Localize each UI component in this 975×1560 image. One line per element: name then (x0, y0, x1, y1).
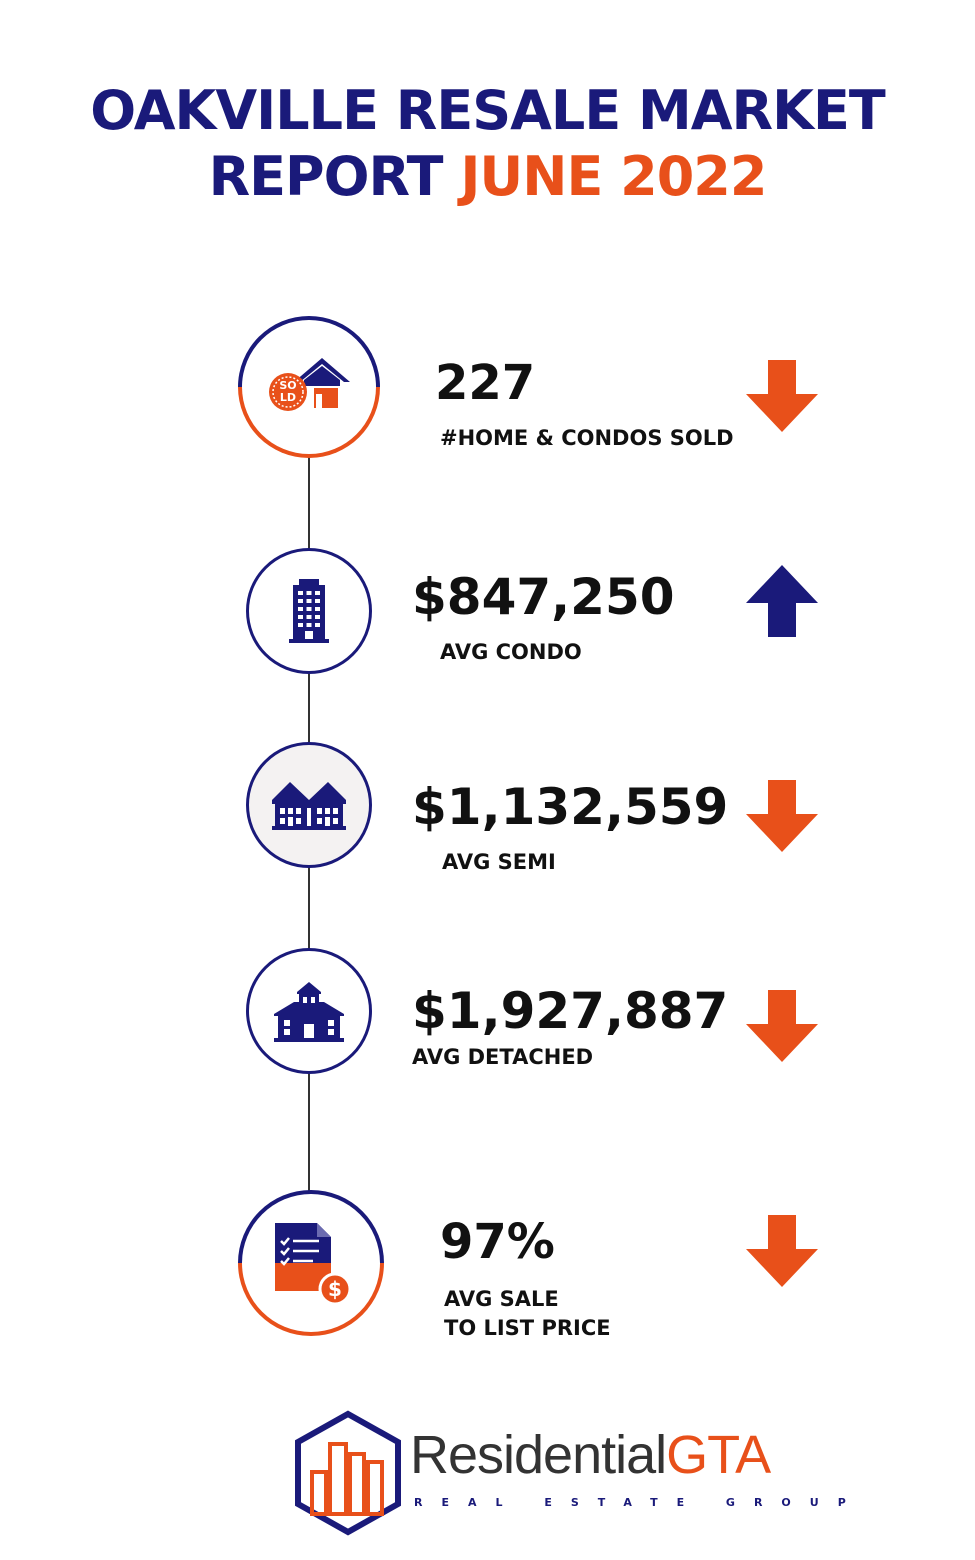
title-line-1: OAKVILLE RESALE MARKET (90, 79, 885, 142)
avg-semi-value: $1,132,559 (412, 778, 729, 836)
avg-semi-label: AVG SEMI (442, 850, 556, 874)
sale-to-list-value: 97% (440, 1214, 555, 1270)
detached-icon-circle (246, 948, 372, 1074)
timeline-connector (308, 1073, 310, 1195)
title-date: JUNE 2022 (460, 145, 767, 208)
condo-building-icon (289, 579, 329, 643)
logo-tagline: REAL ESTATE GROUP (414, 1496, 865, 1509)
homes-sold-label: #HOME & CONDOS SOLD (440, 426, 734, 450)
title-report-word: REPORT (208, 145, 461, 208)
avg-condo-label: AVG CONDO (440, 640, 582, 664)
hexagon-buildings-logo-icon (295, 1410, 401, 1536)
avg-condo-value: $847,250 (412, 568, 675, 626)
trend-down-arrow-icon (746, 360, 818, 432)
semi-house-icon (272, 782, 346, 830)
svg-text:SO: SO (279, 379, 296, 392)
sold-icon-circle: SO LD (238, 316, 380, 458)
invoice-dollar-icon: $ (275, 1223, 352, 1306)
logo-name-residential: Residential (410, 1425, 667, 1485)
svg-text:LD: LD (280, 391, 296, 404)
detached-house-icon (274, 982, 344, 1042)
sale-to-list-label-line-2: TO LIST PRICE (444, 1316, 611, 1340)
logo-name-gta: GTA (666, 1425, 771, 1485)
sale-to-list-label-line-1: AVG SALE (444, 1287, 559, 1311)
trend-up-arrow-icon (746, 565, 818, 637)
title-line-2: REPORT JUNE 2022 (0, 144, 975, 210)
report-title: OAKVILLE RESALE MARKET REPORT JUNE 2022 (0, 78, 975, 210)
homes-sold-value: 227 (435, 355, 536, 411)
sold-house-icon: SO LD (269, 358, 350, 411)
condo-icon-circle (246, 548, 372, 674)
timeline-connector (308, 455, 310, 553)
avg-detached-value: $1,927,887 (412, 982, 729, 1040)
sale-to-list-icon-circle: $ (238, 1190, 384, 1336)
logo-wordmark: ResidentialGTA (410, 1424, 771, 1486)
semi-icon-circle (246, 742, 372, 868)
trend-down-arrow-icon (746, 1215, 818, 1287)
trend-down-arrow-icon (746, 780, 818, 852)
company-logo: ResidentialGTA REAL ESTATE GROUP (292, 1410, 846, 1540)
trend-down-arrow-icon (746, 990, 818, 1062)
timeline-connector (308, 866, 310, 950)
svg-text:$: $ (328, 1277, 342, 1301)
avg-detached-label: AVG DETACHED (412, 1045, 594, 1069)
timeline-connector (308, 672, 310, 744)
